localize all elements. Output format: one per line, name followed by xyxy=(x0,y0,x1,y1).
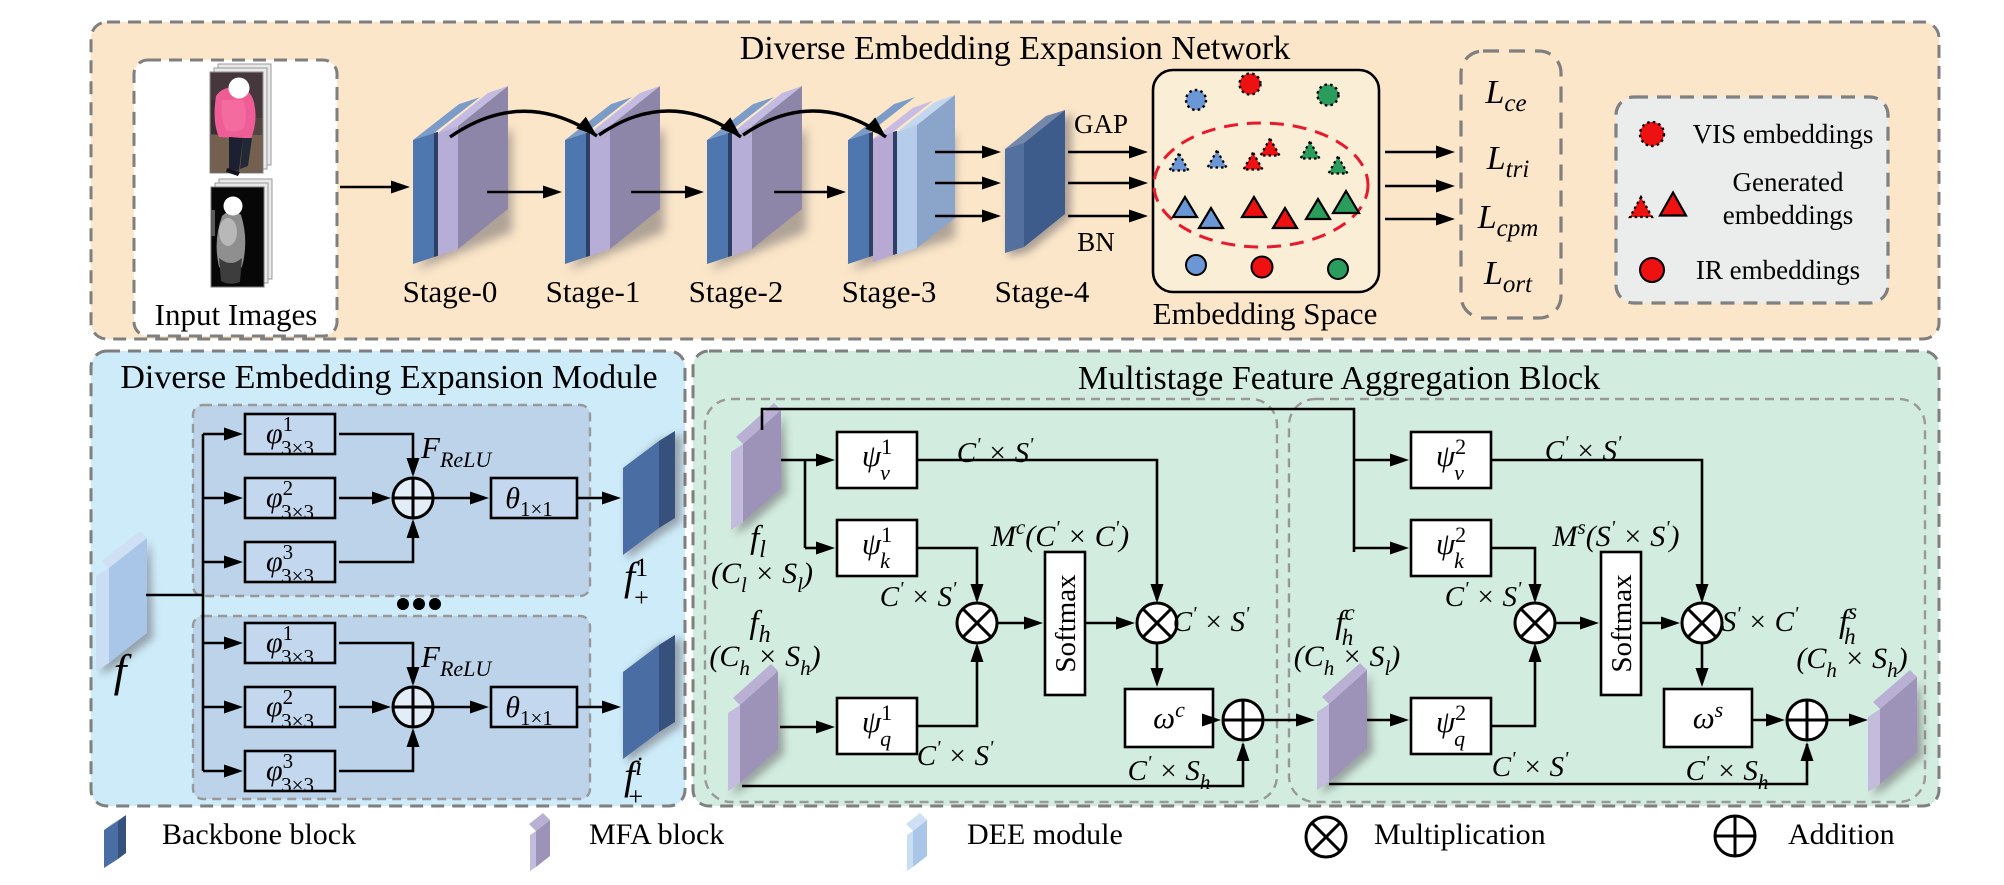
svg-text:fsh: fs h xyxy=(1839,599,1857,649)
svg-text:embeddings: embeddings xyxy=(1723,200,1853,230)
svg-text:MFA block: MFA block xyxy=(589,818,724,851)
svg-text:GAP: GAP xyxy=(1074,109,1128,139)
svg-text:Diverse Embedding Expansion Ne: Diverse Embedding Expansion Network xyxy=(740,30,1291,67)
svg-text:fi+: fi + xyxy=(624,752,643,811)
svg-text:S' × C': S' × C' xyxy=(1722,603,1799,638)
svg-text:ψ1q: ψ1 q xyxy=(862,700,892,751)
svg-text:C' × S': C' × S' xyxy=(1445,578,1522,613)
svg-text:Ms(S' × S'): Ms(S' × S') xyxy=(1552,515,1680,553)
svg-text:Generated: Generated xyxy=(1733,167,1844,197)
svg-text:Addition: Addition xyxy=(1788,818,1895,851)
svg-text:Stage-1: Stage-1 xyxy=(546,274,641,309)
svg-text:C' × S': C' × S' xyxy=(1173,603,1250,638)
svg-text:C' × S': C' × S' xyxy=(1545,432,1622,467)
svg-text:Softmax: Softmax xyxy=(1606,574,1638,673)
svg-text:Stage-2: Stage-2 xyxy=(689,274,784,309)
svg-text:IR embeddings: IR embeddings xyxy=(1696,255,1860,285)
svg-text:Stage-4: Stage-4 xyxy=(995,274,1090,309)
svg-text:C' × S': C' × S' xyxy=(1492,748,1569,783)
svg-text:fch: fc h xyxy=(1335,600,1354,650)
svg-text:C' × S': C' × S' xyxy=(880,578,957,613)
svg-text:BN: BN xyxy=(1077,227,1115,257)
svg-text:Input Images: Input Images xyxy=(155,297,318,332)
svg-text:C' × S': C' × S' xyxy=(957,434,1034,469)
svg-text:C' × S': C' × S' xyxy=(917,737,994,772)
svg-text:Stage-0: Stage-0 xyxy=(403,274,498,309)
svg-text:Softmax: Softmax xyxy=(1050,574,1082,673)
svg-text:DEE module: DEE module xyxy=(967,818,1123,851)
svg-text:Multistage Feature Aggregation: Multistage Feature Aggregation Block xyxy=(1078,360,1600,397)
svg-text:VIS embeddings: VIS embeddings xyxy=(1693,119,1874,149)
svg-text:Backbone block: Backbone block xyxy=(162,818,356,851)
svg-text:Embedding Space: Embedding Space xyxy=(1153,296,1378,331)
svg-text:Mc(C' × C'): Mc(C' × C') xyxy=(990,515,1129,553)
svg-text:Multiplication: Multiplication xyxy=(1374,818,1546,851)
svg-text:ψ2v: ψ2 v xyxy=(1436,434,1466,485)
svg-text:Diverse Embedding Expansion Mo: Diverse Embedding Expansion Module xyxy=(120,359,657,396)
svg-text:Stage-3: Stage-3 xyxy=(842,274,937,309)
